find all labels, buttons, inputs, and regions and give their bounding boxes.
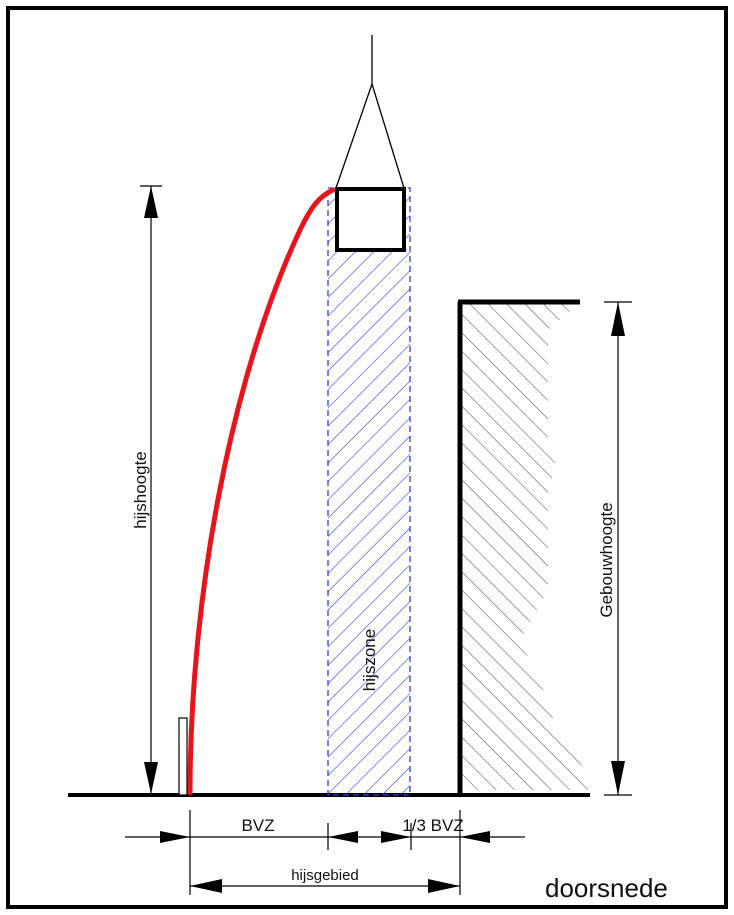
load-box (335, 187, 406, 252)
hoist-sling (335, 35, 405, 189)
third-bvz-label: 1/3 BVZ (402, 816, 463, 835)
doorsnede-title: doorsnede (545, 873, 668, 903)
bvz-dimension (125, 810, 525, 895)
outer-frame (6, 6, 728, 909)
hijszone-area (327, 187, 411, 796)
hijszone-label: hijszone (360, 629, 379, 691)
hijshoogte-label: hijshoogte (131, 451, 150, 529)
building (457, 299, 600, 795)
hijsgebied-label: hijsgebied (291, 867, 359, 884)
gebouwhoogte-dimension (604, 301, 632, 796)
gebouwhoogte-label: Gebouwhoogte (597, 502, 616, 617)
hijsgebied-dimension (190, 879, 460, 893)
bvz-label: BVZ (241, 816, 274, 835)
hijshoogte-dimension (140, 185, 162, 794)
crane-boom-curve (187, 187, 336, 796)
crane-base (178, 717, 188, 796)
